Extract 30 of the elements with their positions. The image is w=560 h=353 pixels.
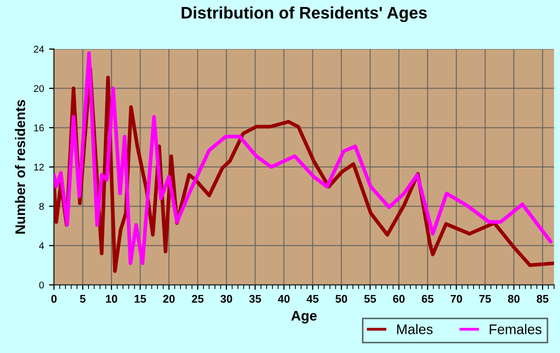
x-tick-label: 85 bbox=[536, 294, 548, 303]
x-tick-label: 80 bbox=[508, 294, 520, 303]
y-tick-label: 4 bbox=[39, 242, 44, 250]
x-tick-label: 55 bbox=[364, 295, 376, 303]
chart-title: Distribution of Residents' Ages bbox=[182, 6, 427, 22]
x-tick-label: 5 bbox=[80, 295, 86, 303]
x-tick-label: 60 bbox=[393, 294, 405, 303]
x-tick-label: 10 bbox=[106, 294, 118, 303]
x-tick-label: 0 bbox=[51, 294, 57, 303]
x-tick-label: 25 bbox=[192, 294, 204, 303]
x-tick-label: 30 bbox=[220, 294, 232, 303]
y-tick-label: 20 bbox=[34, 85, 44, 92]
x-axis-title: Age bbox=[291, 310, 317, 324]
y-tick-label: 16 bbox=[34, 124, 44, 132]
y-tick-label: 0 bbox=[39, 282, 44, 288]
x-tick-label: 40 bbox=[278, 294, 290, 303]
x-tick-label: 20 bbox=[163, 294, 175, 303]
x-tick-label: 50 bbox=[336, 294, 348, 303]
x-tick-label: 70 bbox=[450, 294, 462, 303]
legend-label: Females bbox=[490, 324, 542, 334]
x-tick-label: 45 bbox=[306, 295, 319, 303]
y-tick-label: 12 bbox=[34, 164, 44, 170]
x-tick-label: 35 bbox=[249, 294, 262, 303]
y-tick-label: 24 bbox=[34, 46, 44, 53]
legend-label: Males bbox=[397, 324, 433, 334]
x-tick-label: 75 bbox=[479, 295, 491, 303]
y-axis-title: Number of residents bbox=[14, 100, 26, 234]
x-tick-label: 15 bbox=[134, 295, 146, 303]
x-tick-label: 65 bbox=[422, 294, 434, 303]
y-tick-label: 8 bbox=[39, 203, 44, 210]
